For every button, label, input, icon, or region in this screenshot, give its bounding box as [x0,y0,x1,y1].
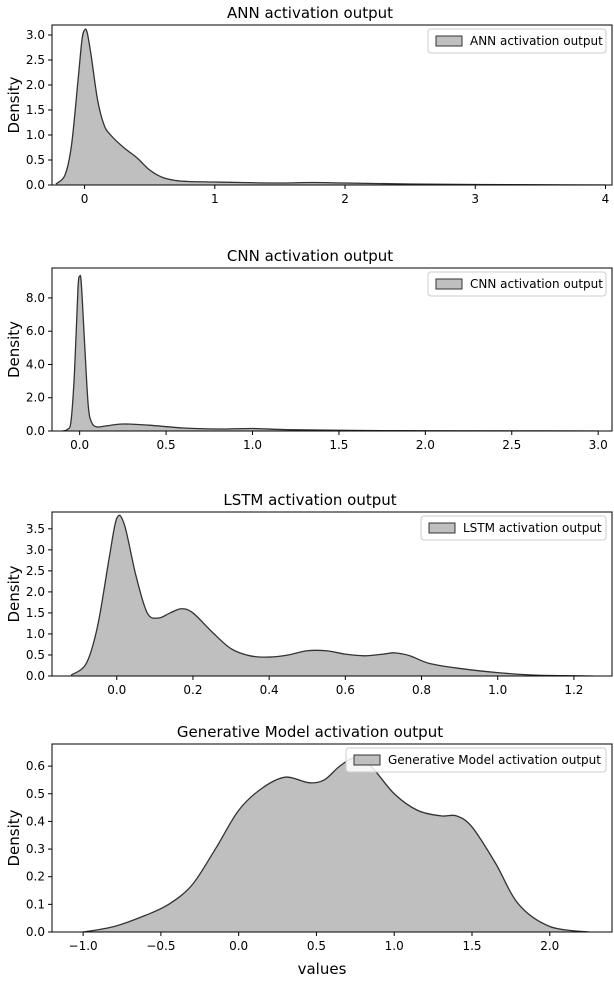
legend-label: LSTM activation output [463,521,602,535]
legend-box [427,28,607,54]
x-tick-label: 4 [602,192,610,206]
x-tick-label: 2.0 [540,939,559,953]
y-tick-label: 0.2 [26,870,45,884]
y-tick-label: 1.5 [26,103,45,117]
legend-swatch [435,35,463,47]
x-tick-label: 2 [341,192,349,206]
y-axis-label: Density [5,565,23,622]
y-tick-label: 0.6 [26,759,45,773]
x-tick-label: 0.0 [70,438,89,452]
x-tick-label: −1.0 [69,939,98,953]
y-tick-label: 2.5 [26,564,45,578]
y-tick-label: 0.5 [26,648,45,662]
x-tick-label: 3.0 [589,438,608,452]
legend: LSTM activation output [420,515,607,541]
y-tick-label: 0.5 [26,787,45,801]
x-tick-label: 2.5 [502,438,521,452]
x-tick-label: 1 [211,192,219,206]
y-axis-label: Density [5,809,23,866]
chart-title: LSTM activation output [223,491,396,509]
x-tick-label: 0.4 [260,683,279,697]
x-tick-label: 1.2 [564,683,583,697]
x-tick-label: 1.0 [385,939,404,953]
density-area [62,275,599,431]
density-area [55,29,606,185]
y-tick-label: 2.0 [26,78,45,92]
x-tick-label: 0.5 [157,438,176,452]
x-tick-label: 1.0 [488,683,507,697]
legend-label: CNN activation output [470,277,603,291]
chart-panel-3: 0.0 0.2 0.4 0.6 0.8 1.0 1.2 0.0 0.5 1.0 1.5 2.0 2.5 3… [5,491,613,697]
y-tick-label: 4.0 [26,357,45,371]
y-tick-label: 0.5 [26,153,45,167]
y-tick-label: 1.5 [26,606,45,620]
legend: ANN activation output [427,28,607,54]
density-line [55,28,606,185]
axes-frame [51,743,613,933]
x-tick-label: −0.5 [146,939,175,953]
x-tick-label: 1.5 [329,438,348,452]
legend: CNN activation output [427,271,607,297]
x-tick-label: 0.6 [336,683,355,697]
chart-panel-2: 0.0 0.5 1.0 1.5 2.0 2.5 3.0 0.0 2.0 4.0 6.0 8.0 CNN … [5,247,613,452]
chart-title: ANN activation output [227,4,393,22]
density-line [82,757,589,932]
x-axis-label: values [298,960,347,978]
y-tick-label: 0.0 [26,669,45,683]
legend-swatch [428,522,456,534]
x-tick-label: 2.0 [416,438,435,452]
density-line [62,274,599,431]
y-tick-label: 0.4 [26,814,45,828]
legend-swatch [435,278,463,290]
legend-box [345,747,607,773]
x-tick-label: 1.0 [243,438,262,452]
legend-label: Generative Model activation output [388,753,601,767]
y-tick-label: 8.0 [26,291,45,305]
x-tick-label: 0.5 [307,939,326,953]
legend-label: ANN activation output [470,34,603,48]
y-tick-label: 2.5 [26,53,45,67]
x-tick-label: 0.0 [107,683,126,697]
y-axis-label: Density [5,76,23,133]
chart-title: Generative Model activation output [177,723,443,741]
x-tick-label: 1.5 [462,939,481,953]
chart-panel-4: −1.0 −0.5 0.0 0.5 1.0 1.5 2.0 0.0 0.1 0.2 0.3 0.4 0.… [5,723,613,978]
x-tick-label: 0 [81,192,89,206]
axes-frame [51,24,613,186]
legend: Generative Model activation output [345,747,607,773]
y-tick-label: 0.0 [26,925,45,939]
y-tick-label: 3.0 [26,543,45,557]
legend-box [420,515,607,541]
y-tick-label: 0.3 [26,842,45,856]
y-tick-label: 0.0 [26,178,45,192]
legend-swatch [353,754,381,766]
y-tick-label: 2.0 [26,585,45,599]
density-line [70,514,593,676]
x-tick-label: 0.8 [412,683,431,697]
chart-panel-1: 0 1 2 3 4 0.0 0.5 1.0 1.5 2.0 2.5 3.0 ANN activation… [5,4,613,206]
x-tick-label: 0.0 [229,939,248,953]
axes-frame [51,267,613,432]
y-axis-label: Density [5,321,23,378]
legend-box [427,271,607,297]
y-tick-label: 1.0 [26,627,45,641]
y-tick-label: 2.0 [26,391,45,405]
y-tick-label: 1.0 [26,128,45,142]
x-tick-label: 3 [471,192,479,206]
density-area [71,515,593,676]
density-area [83,757,589,932]
y-tick-label: 6.0 [26,324,45,338]
chart-title: CNN activation output [227,247,393,265]
y-tick-label: 0.0 [26,424,45,438]
y-tick-label: 0.1 [26,897,45,911]
axes-frame [51,511,613,677]
y-tick-label: 3.5 [26,522,45,536]
y-tick-label: 3.0 [26,28,45,42]
x-tick-label: 0.2 [183,683,202,697]
